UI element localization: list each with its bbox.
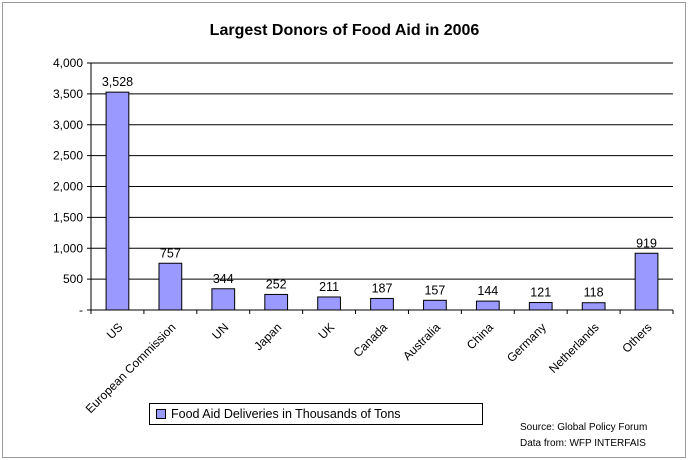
x-tick-label: UK <box>316 320 338 342</box>
y-tick-label: 4,000 <box>53 56 83 70</box>
source-line: Source: Global Policy Forum <box>520 422 648 433</box>
bar <box>105 91 130 311</box>
y-tick-label: 2,000 <box>53 180 83 194</box>
data-label: 252 <box>266 277 287 291</box>
x-tick-label: Australia <box>400 320 443 363</box>
data-label: 919 <box>636 236 657 250</box>
source-note: Source: Global Policy Forum Data from: W… <box>520 420 647 452</box>
data-label: 144 <box>477 284 498 298</box>
legend-swatch <box>156 409 166 419</box>
x-tick-label: UN <box>209 320 231 342</box>
data-label: 118 <box>584 286 604 300</box>
bar <box>264 293 289 311</box>
y-tick-label: - <box>79 303 83 317</box>
data-label: 211 <box>319 280 339 294</box>
legend: Food Aid Deliveries in Thousands of Tons <box>149 403 483 425</box>
data-label: 121 <box>530 286 551 300</box>
x-tick-label: Netherlands <box>546 320 602 376</box>
bar <box>634 252 659 311</box>
data-label: 187 <box>372 281 393 295</box>
data-source-line: Data from: WFP INTERFAIS <box>520 438 646 449</box>
bar <box>528 302 553 311</box>
y-tick-label: 3,000 <box>53 118 83 132</box>
y-tick-label: 1,000 <box>53 241 83 255</box>
bar <box>317 296 341 311</box>
legend-label: Food Aid Deliveries in Thousands of Tons <box>171 407 401 421</box>
chart-title: Largest Donors of Food Aid in 2006 <box>209 22 480 39</box>
x-tick-label: US <box>104 320 126 342</box>
x-tick-label: Japan <box>251 320 284 353</box>
bar <box>475 300 500 311</box>
data-label: 344 <box>213 272 234 286</box>
bar <box>158 262 183 311</box>
y-tick-label: 3,500 <box>53 87 83 101</box>
y-tick-label: 1,500 <box>53 210 83 224</box>
y-tick-label: 500 <box>63 272 83 286</box>
bar <box>211 288 236 311</box>
x-tick-label: Others <box>619 320 654 355</box>
x-tick-label: Canada <box>350 320 390 360</box>
bar <box>370 297 394 311</box>
bar <box>423 299 447 311</box>
y-tick-label: 2,500 <box>53 149 83 163</box>
x-tick-label: China <box>464 320 496 352</box>
data-label: 3,528 <box>102 75 133 89</box>
data-label: 157 <box>424 283 445 297</box>
data-label: 757 <box>160 246 181 260</box>
bar <box>581 302 606 311</box>
x-tick-label: Germany <box>504 320 549 365</box>
x-tick-label: European Commission <box>83 320 179 416</box>
